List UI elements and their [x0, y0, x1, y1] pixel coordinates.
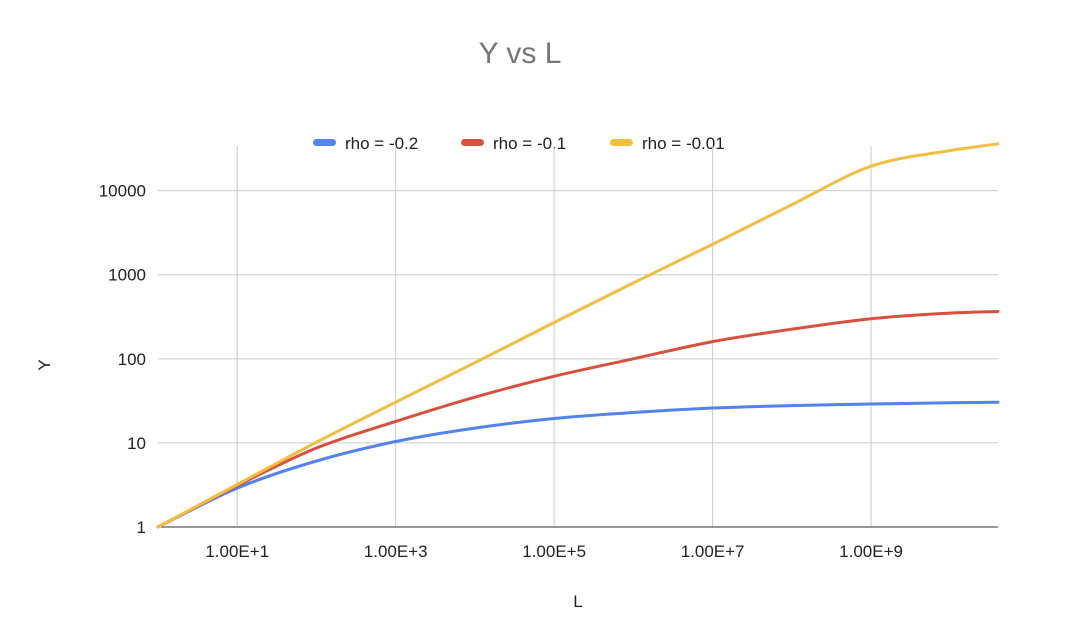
x-axis-title: L	[573, 592, 582, 611]
x-tick-label: 1.00E+5	[522, 542, 586, 561]
legend-label: rho = -0.01	[642, 134, 725, 153]
x-tick-label: 1.00E+3	[364, 542, 428, 561]
x-tick-label: 1.00E+7	[681, 542, 745, 561]
y-tick-label: 1000	[108, 266, 146, 285]
x-axis-ticks: 1.00E+1 1.00E+3 1.00E+5 1.00E+7 1.00E+9	[205, 542, 903, 561]
legend-label: rho = -0.1	[493, 134, 566, 153]
x-tick-label: 1.00E+1	[205, 542, 269, 561]
legend-swatch	[461, 139, 484, 146]
gridlines	[158, 146, 998, 527]
y-axis-ticks: 1 10 100 1000 10000	[99, 182, 146, 537]
legend: rho = -0.2 rho = -0.1 rho = -0.01	[313, 134, 725, 153]
legend-swatch	[313, 139, 336, 146]
series-lines	[156, 142, 1000, 529]
series-line-2	[156, 310, 1000, 529]
x-tick-label: 1.00E+9	[839, 542, 903, 561]
y-tick-label: 100	[118, 350, 146, 369]
legend-swatch	[610, 139, 633, 146]
y-axis-title: Y	[35, 359, 54, 370]
chart-title: Y vs L	[479, 37, 562, 70]
series-line-3	[156, 142, 1000, 529]
y-tick-label: 10000	[99, 182, 146, 201]
y-tick-label: 10	[127, 434, 146, 453]
y-tick-label: 1	[137, 518, 146, 537]
legend-label: rho = -0.2	[345, 134, 418, 153]
series-line-1	[156, 400, 1000, 529]
